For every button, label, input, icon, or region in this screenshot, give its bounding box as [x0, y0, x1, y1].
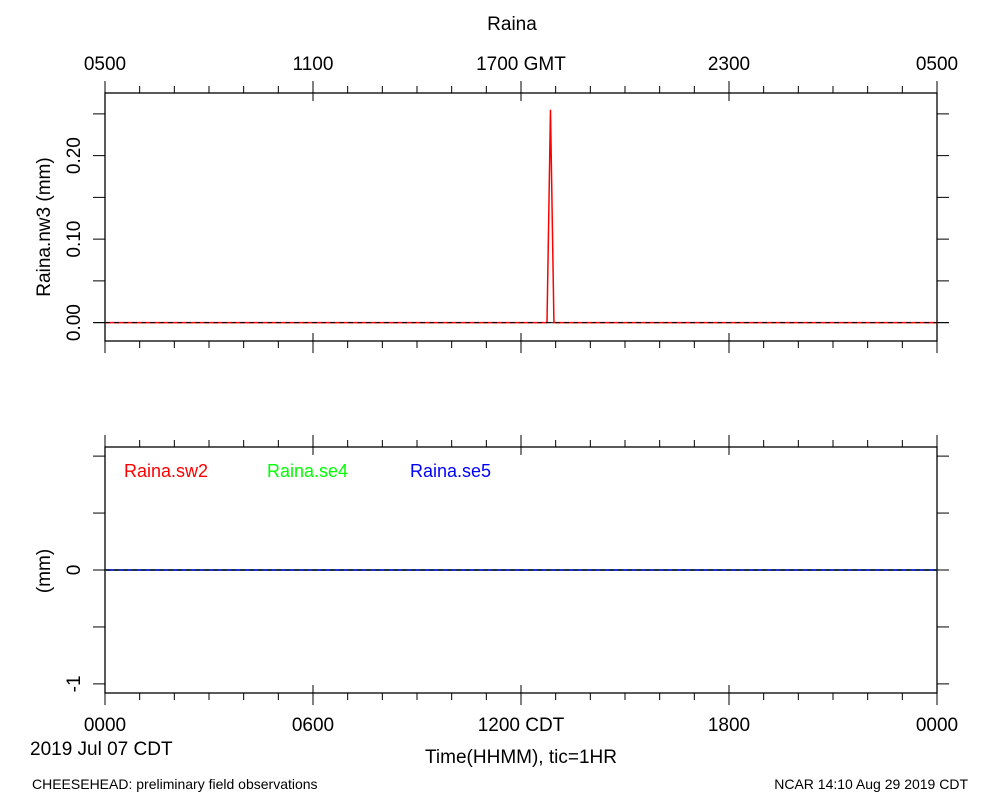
legend-entry: Raina.se5 [410, 461, 491, 481]
top-panel-ticks [93, 81, 949, 353]
x-axis-label: Time(HHMM), tic=1HR [425, 747, 617, 768]
y-tick-label: 0.00 [64, 304, 85, 341]
top-y-axis-label: Raina.nw3 (mm) [34, 157, 55, 296]
top-x-tick-labels: 0500 1100 1700 GMT 2300 0500 [84, 54, 958, 75]
top-y-tick-labels: 0.00 0.10 0.20 [64, 137, 85, 341]
footer-right: NCAR 14:10 Aug 29 2019 CDT [774, 776, 968, 792]
x-tick-label: 0000 [916, 715, 958, 736]
bottom-y-tick-labels: -1 0 [64, 565, 85, 693]
x-tick-label: 1800 [708, 715, 750, 736]
x-tick-label: 0500 [84, 54, 126, 75]
top-panel-frame [104, 92, 938, 342]
bottom-y-axis-label: (mm) [34, 549, 55, 593]
x-tick-label: 1200 CDT [478, 715, 565, 736]
y-tick-label: 0.20 [64, 137, 85, 174]
x-tick-label: 0600 [292, 715, 334, 736]
x-tick-label: 1100 [293, 54, 334, 75]
footer-left: CHEESEHEAD: preliminary field observatio… [32, 776, 318, 792]
legend-entry: Raina.sw2 [124, 461, 208, 481]
x-tick-label: 2300 [708, 54, 750, 75]
bottom-legend: Raina.sw2 Raina.se4 Raina.se5 [124, 461, 491, 481]
y-tick-label: 0 [64, 565, 85, 576]
x-tick-label: 0500 [916, 54, 958, 75]
y-tick-label: 0.10 [64, 221, 85, 258]
y-tick-label: -1 [64, 675, 85, 692]
x-tick-label: 1700 GMT [476, 54, 566, 75]
x-tick-label: 0000 [84, 715, 126, 736]
bottom-x-tick-labels: 0000 0600 1200 CDT 1800 0000 [84, 715, 958, 736]
chart-title: Raina [487, 14, 537, 35]
legend-entry: Raina.se4 [267, 461, 348, 481]
series-line-nw3 [105, 109, 937, 324]
top-panel-series [105, 109, 937, 324]
date-label: 2019 Jul 07 CDT [30, 739, 173, 760]
